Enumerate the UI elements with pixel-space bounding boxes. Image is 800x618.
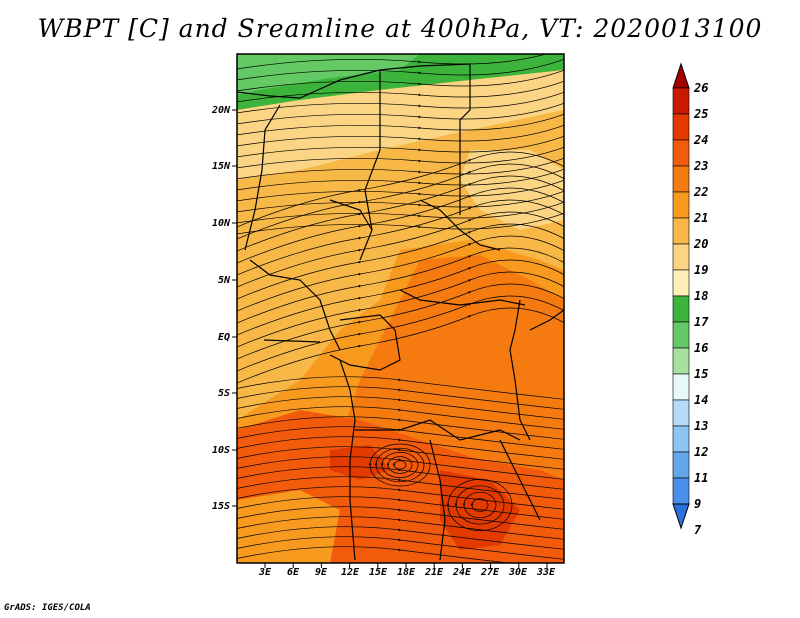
lon-label-15e: 15E xyxy=(368,567,388,578)
lat-label-15n: 15N xyxy=(211,161,230,172)
map-title: WBPT [C] and Sreamline at 400hPa, VT: 20… xyxy=(37,14,763,43)
streamline xyxy=(237,436,564,460)
streamline xyxy=(237,456,564,480)
colorbar-swatch xyxy=(672,295,690,323)
colorbar-label: 11 xyxy=(694,471,709,485)
lat-label-5n: 5N xyxy=(217,275,230,286)
streamline xyxy=(237,58,564,81)
streamline xyxy=(237,536,564,560)
streamline xyxy=(454,485,505,525)
colorbar-label: 9 xyxy=(694,497,702,511)
streamline xyxy=(237,124,564,147)
lon-label-27e: 27E xyxy=(480,567,500,578)
colorbar-label: 22 xyxy=(694,185,709,199)
streamline xyxy=(237,91,564,114)
colorbar-swatch xyxy=(672,451,690,479)
colorbar-label: 26 xyxy=(694,81,709,95)
lat-label-eq: EQ xyxy=(217,332,230,343)
streamlines xyxy=(237,54,564,563)
streamline xyxy=(470,498,489,512)
colorbar-swatch xyxy=(672,373,690,401)
streamline xyxy=(380,452,419,478)
streamline xyxy=(386,456,413,474)
lon-label-30e: 30E xyxy=(508,567,528,578)
lon-label-24e: 24E xyxy=(452,567,472,578)
colorbar-label: 14 xyxy=(694,393,709,407)
streamline xyxy=(237,526,564,550)
colorbar-label: 7 xyxy=(694,523,702,537)
streamline xyxy=(462,491,497,519)
colorbar-swatch xyxy=(672,87,690,115)
streamline xyxy=(237,446,564,470)
country-borders xyxy=(237,63,564,561)
streamline xyxy=(237,516,564,540)
colorbar-label: 20 xyxy=(694,237,709,251)
streamline xyxy=(237,396,564,420)
streamline xyxy=(237,546,512,563)
colorbar-label: 12 xyxy=(694,445,709,459)
streamline xyxy=(392,460,407,470)
streamline xyxy=(237,466,564,490)
streamline xyxy=(237,54,548,70)
footer-credit: GrADS: IGES/COLA xyxy=(4,603,91,613)
lon-label-18e: 18E xyxy=(396,567,416,578)
colorbar-label: 23 xyxy=(694,159,709,173)
streamline xyxy=(237,376,564,400)
lat-label-20n: 20N xyxy=(211,105,230,116)
streamline xyxy=(237,135,564,158)
colorbar-swatch xyxy=(672,217,690,245)
colorbar-lower-arrow xyxy=(672,503,690,530)
colorbar-upper-arrow xyxy=(672,62,690,89)
streamline xyxy=(368,443,431,487)
colorbar-swatch xyxy=(672,165,690,193)
colorbar-swatch xyxy=(672,139,690,167)
streamline xyxy=(237,113,564,136)
colorbar-label: 13 xyxy=(694,419,709,433)
lon-label-21e: 21E xyxy=(424,567,444,578)
lat-label-5s: 5S xyxy=(217,388,230,399)
colorbar-label: 16 xyxy=(694,341,709,355)
lat-label-15s: 15S xyxy=(211,501,230,512)
colorbar-label: 21 xyxy=(694,211,709,225)
colorbar-swatch xyxy=(672,399,690,427)
streamline xyxy=(237,406,564,430)
lon-label-6e: 6E xyxy=(286,567,300,578)
colorbar-label: 24 xyxy=(694,133,709,147)
colorbar-label: 19 xyxy=(694,263,709,277)
temperature-field xyxy=(237,54,564,563)
colorbar-swatch xyxy=(672,191,690,219)
lon-label-3e: 3E xyxy=(258,567,272,578)
streamline xyxy=(446,479,513,531)
colorbar-swatch xyxy=(672,425,690,453)
lon-label-12e: 12E xyxy=(340,567,360,578)
streamline xyxy=(237,386,564,410)
colorbar-swatch xyxy=(672,243,690,271)
streamline xyxy=(237,416,564,440)
colorbar-label: 17 xyxy=(694,315,709,329)
streamline xyxy=(237,80,564,103)
colorbar-label: 15 xyxy=(694,367,709,381)
streamline xyxy=(374,447,425,483)
lon-label-33e: 33E xyxy=(536,567,556,578)
lat-label-10s: 10S xyxy=(211,445,230,456)
lon-label-9e: 9E xyxy=(314,567,328,578)
colorbar-swatch xyxy=(672,269,690,297)
streamline xyxy=(237,102,564,125)
colorbar-swatch xyxy=(672,113,690,141)
colorbar-swatch xyxy=(672,347,690,375)
streamline xyxy=(237,486,564,510)
colorbar-label: 25 xyxy=(694,107,709,121)
streamline xyxy=(237,69,564,92)
streamline xyxy=(237,496,564,520)
colorbar-swatch xyxy=(672,477,690,505)
lat-label-10n: 10N xyxy=(211,218,230,229)
colorbar xyxy=(672,62,690,530)
streamline xyxy=(237,506,564,530)
colorbar-swatch xyxy=(672,321,690,349)
streamline xyxy=(237,476,564,500)
map-frame xyxy=(236,53,565,564)
colorbar-label: 18 xyxy=(694,289,709,303)
